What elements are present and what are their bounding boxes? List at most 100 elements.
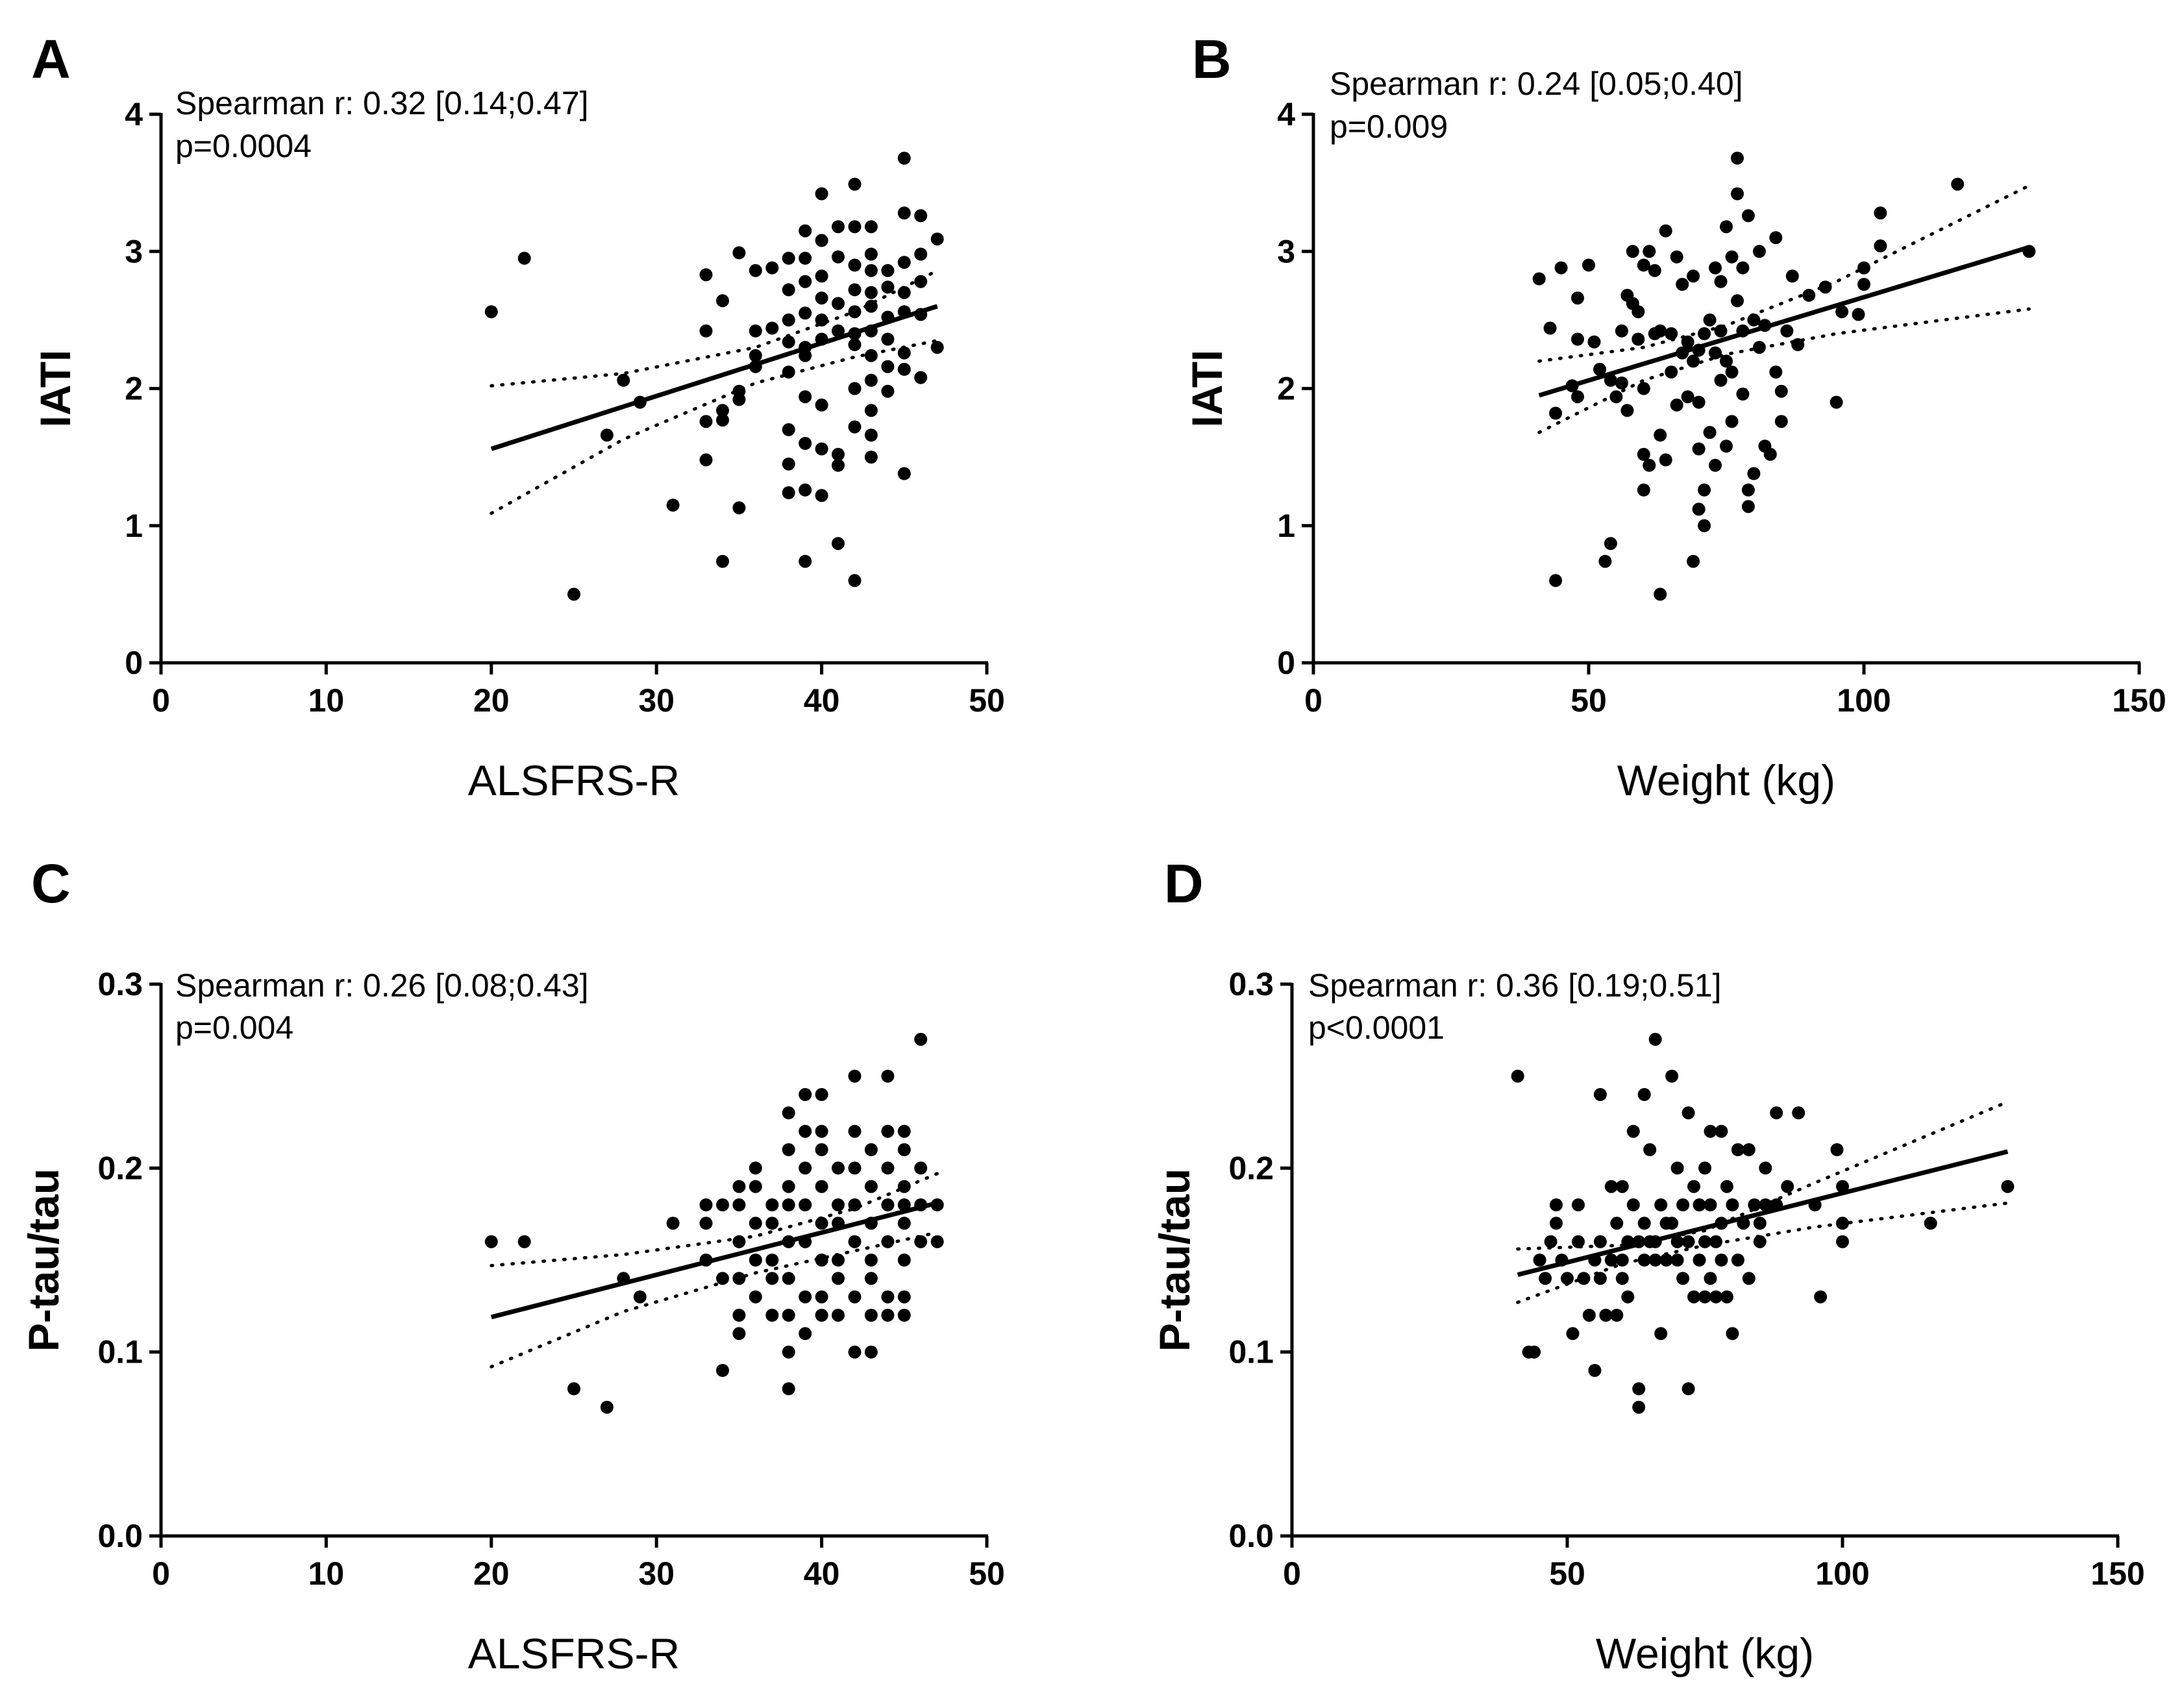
data-point [848,220,862,234]
data-point [1687,1180,1700,1193]
data-point [1781,1180,1794,1193]
data-point [848,327,862,340]
data-point [864,1254,878,1267]
data-point [782,251,795,265]
data-point [1753,1235,1767,1248]
data-point [1593,362,1606,376]
data-point [1692,343,1706,357]
data-point [1681,1235,1695,1248]
data-point [864,1272,878,1285]
y-tick-label: 0.2 [97,1150,143,1186]
data-point [848,574,862,588]
data-point [848,1161,862,1175]
data-point [1747,467,1761,480]
y-tick-label: 3 [125,233,143,269]
data-point [930,341,944,354]
data-point [832,324,845,338]
data-point [815,187,828,201]
data-point [897,305,911,319]
data-point [897,362,911,376]
data-point [848,305,862,319]
data-point [1924,1217,1937,1230]
data-point [1802,288,1816,302]
data-point [1692,442,1706,456]
data-point [1654,1198,1668,1211]
y-tick-label: 0.1 [97,1334,143,1370]
data-point [799,349,812,362]
data-point [1698,1290,1711,1304]
data-point [864,247,878,261]
ci-lower-line [490,339,939,515]
data-point [799,224,812,238]
data-point [848,1235,862,1248]
data-point [1609,390,1623,404]
data-point [1550,1217,1563,1230]
y-tick-label: 1 [1277,508,1295,544]
data-point [1818,280,1832,294]
data-point [815,1254,828,1267]
y-tick-label: 3 [1277,233,1295,269]
data-point [1654,1327,1668,1341]
data-point [782,1143,795,1156]
data-point [1770,1106,1783,1120]
data-point [1769,231,1783,245]
x-tick-label: 50 [1549,1555,1585,1592]
data-point [897,1217,911,1230]
data-point [799,1290,812,1304]
data-point [864,428,878,442]
data-point [864,1143,878,1156]
data-point [1737,1217,1750,1230]
data-point [1693,1254,1706,1267]
data-point [1621,1235,1635,1248]
x-tick-label: 100 [1837,682,1891,719]
data-point [1637,1088,1651,1101]
data-point [1593,1235,1607,1248]
data-point [1731,1143,1744,1156]
data-point [799,390,812,404]
data-point [815,269,828,283]
data-point [1874,206,1887,220]
data-point [1709,458,1722,472]
data-point [1654,428,1667,442]
data-point [1774,415,1788,428]
data-point [815,398,828,412]
data-point [848,1069,862,1083]
data-point [848,1124,862,1138]
data-point [1676,346,1689,360]
data-point [1670,1254,1684,1267]
data-point [864,220,878,234]
panel-letter: D [1164,853,1204,914]
data-point [1698,1235,1711,1248]
data-point [1615,377,1628,390]
data-point [864,1217,878,1230]
data-point [1792,1106,1806,1120]
data-point [864,404,878,417]
data-point [1759,1198,1772,1211]
data-point [897,1198,911,1211]
y-tick-label: 0 [1277,645,1295,681]
data-point [914,308,928,321]
data-point [782,283,795,297]
data-point [864,373,878,387]
data-point [732,1309,746,1322]
data-point [765,1217,779,1230]
data-point [832,250,845,264]
data-point [1648,1254,1662,1267]
data-point [1637,1217,1651,1230]
data-point [1670,1235,1684,1248]
data-point [1549,574,1563,588]
data-point [1588,1254,1602,1267]
data-point [699,1198,713,1211]
data-point [1770,1198,1783,1211]
data-point [914,371,928,384]
data-point [1615,1180,1629,1193]
data-point [1615,1272,1629,1285]
data-point [1615,324,1628,338]
x-tick-label: 20 [473,682,510,719]
data-point [1654,324,1667,338]
data-point [1830,1143,1844,1156]
data-point [799,483,812,497]
x-tick-label: 100 [1815,1555,1869,1592]
data-point [848,1198,862,1211]
data-point [782,1382,795,1396]
